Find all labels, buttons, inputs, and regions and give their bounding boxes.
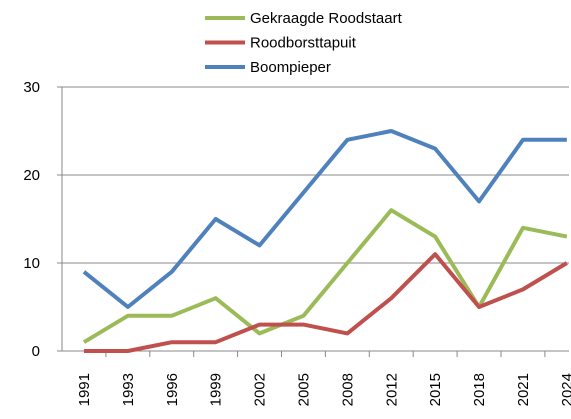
line-series xyxy=(82,208,568,344)
x-tick-label: 2024 xyxy=(559,373,571,406)
y-tick-label: 10 xyxy=(23,255,40,272)
legend-label: Roodborsttapuit xyxy=(250,35,357,52)
x-tick-label: 2021 xyxy=(515,373,532,406)
legend-label: Gekraagde Roodstaart xyxy=(250,10,403,27)
x-tick-label: 1991 xyxy=(76,373,93,406)
x-tick-label: 2012 xyxy=(383,373,400,406)
x-tick-label: 2002 xyxy=(252,373,269,406)
x-tick-label: 1993 xyxy=(120,373,137,406)
legend-label: Boompieper xyxy=(250,59,331,76)
y-tick-label: 20 xyxy=(23,167,40,184)
line-series xyxy=(82,129,567,309)
x-tick-label: 2018 xyxy=(471,373,488,406)
x-tick-label: 2008 xyxy=(339,373,356,406)
x-tick-label: 1999 xyxy=(208,373,225,406)
y-tick-label: 0 xyxy=(32,343,40,360)
x-tick-label: 1996 xyxy=(164,373,181,406)
line-series xyxy=(83,252,568,353)
y-tick-label: 30 xyxy=(23,79,40,96)
x-tick-label: 2015 xyxy=(427,373,444,406)
x-tick-label: 2005 xyxy=(295,373,312,406)
